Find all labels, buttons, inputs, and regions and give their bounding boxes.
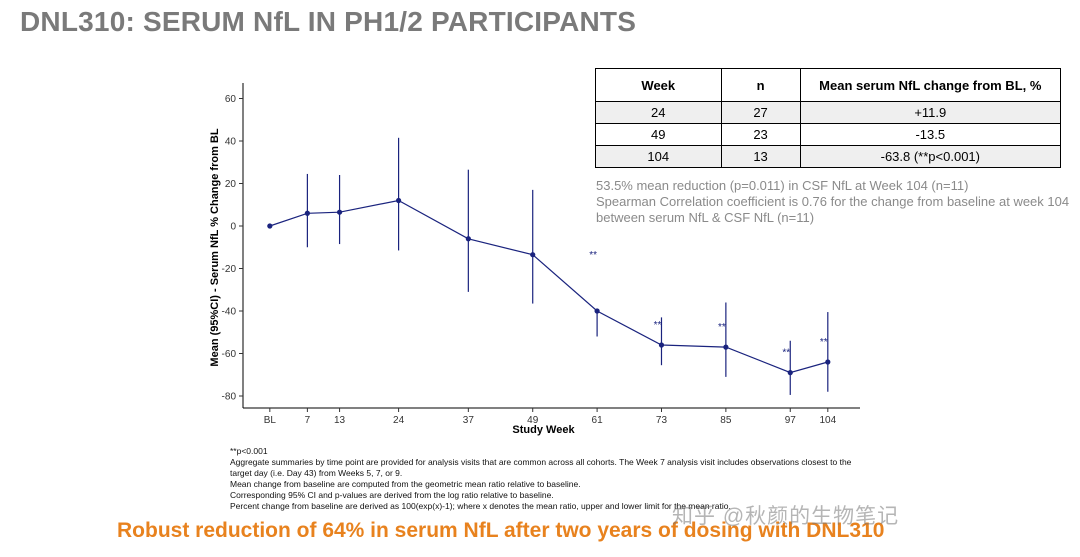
data-point (530, 252, 536, 258)
x-tick-label: 37 (463, 415, 475, 426)
y-tick-label: -40 (222, 307, 237, 318)
y-tick-label: 60 (225, 94, 237, 105)
cell-n: 13 (720, 145, 801, 168)
conclusion-text: Robust reduction of 64% in serum NfL aft… (117, 519, 885, 542)
data-point (304, 210, 310, 216)
significance-label: ** (718, 322, 726, 333)
y-tick-label: -60 (222, 349, 237, 360)
cell-n: 27 (720, 101, 801, 124)
y-tick-label: -80 (222, 392, 237, 403)
table-row: 104 13 -63.8 (**p<0.001) (595, 145, 1062, 168)
table-row: 49 23 -13.5 (595, 123, 1062, 146)
cell-change: -13.5 (799, 123, 1062, 146)
y-axis-title: Mean (95%CI) - Serum NfL % Change from B… (209, 128, 221, 366)
data-point (465, 236, 471, 242)
significance-label: ** (654, 320, 662, 331)
header-week: Week (595, 68, 722, 102)
table-row: 24 27 +11.9 (595, 101, 1062, 124)
data-point (658, 342, 665, 348)
y-tick-label: 0 (230, 222, 236, 233)
series (267, 197, 831, 376)
x-tick-label: 73 (656, 415, 668, 426)
x-tick-label: 13 (334, 415, 346, 426)
x-tick-label: 24 (393, 415, 405, 426)
x-axis-title: Study Week (512, 424, 575, 436)
header-change: Mean serum NfL change from BL, % (799, 68, 1062, 102)
slide-title: DNL310: SERUM NfL IN PH1/2 PARTICIPANTS (20, 6, 637, 37)
footnotes: **p<0.001 Aggregate summaries by time po… (230, 446, 870, 512)
x-tick-label: 97 (785, 415, 797, 426)
header-n: n (720, 68, 801, 102)
significance-label: ** (589, 250, 597, 261)
data-point (594, 308, 600, 314)
data-point (395, 197, 402, 204)
x-tick-label: BL (264, 415, 277, 426)
y-tick-label: 40 (225, 137, 237, 148)
csf-notes: 53.5% mean reduction (p=0.011) in CSF Nf… (596, 178, 1076, 226)
cell-week: 24 (595, 101, 722, 124)
significance-markers: ** ** ** ** ** (589, 250, 828, 359)
footnote: Corresponding 95% CI and p-values are de… (230, 490, 554, 500)
x-axis-ticks: BL 7 13 24 37 49 61 73 85 97 104 (264, 408, 837, 426)
watermark: 知乎 @秋颜的生物笔记 (672, 505, 900, 528)
note-correlation: Spearman Correlation coefficient is 0.76… (596, 194, 1070, 225)
error-bars (306, 137, 829, 395)
data-point (723, 344, 729, 350)
cell-week: 49 (595, 123, 722, 146)
x-tick-label: 104 (819, 415, 836, 426)
cell-change: -63.8 (**p<0.001) (799, 145, 1062, 168)
data-point (825, 359, 831, 365)
cell-n: 23 (720, 123, 801, 146)
x-tick-label: 49 (527, 415, 539, 426)
y-tick-label: -20 (222, 264, 237, 275)
data-point (267, 223, 273, 229)
series-line (269, 199, 828, 374)
data-point (787, 370, 793, 376)
y-axis-ticks: 60 40 20 0 -20 -40 -60 -80 (222, 94, 243, 403)
footnote: Aggregate summaries by time point are pr… (230, 457, 852, 478)
x-tick-label: 85 (720, 415, 732, 426)
x-tick-label: 7 (305, 415, 311, 426)
cell-week: 104 (595, 145, 722, 168)
y-tick-label: 20 (225, 179, 237, 190)
footnote: Mean change from baseline are computed f… (230, 479, 581, 489)
significance-label: ** (782, 348, 790, 359)
footnote: Percent change from baseline are derived… (230, 501, 731, 511)
note-csf-reduction: 53.5% mean reduction (p=0.011) in CSF Nf… (596, 178, 969, 193)
summary-table: Week n Mean serum NfL change from BL, % … (595, 68, 1062, 168)
table-header-row: Week n Mean serum NfL change from BL, % (595, 68, 1062, 102)
x-tick-label: 61 (592, 415, 604, 426)
significance-label: ** (820, 337, 828, 348)
cell-change: +11.9 (799, 101, 1062, 124)
data-point (336, 209, 343, 215)
footnote: **p<0.001 (230, 446, 268, 456)
